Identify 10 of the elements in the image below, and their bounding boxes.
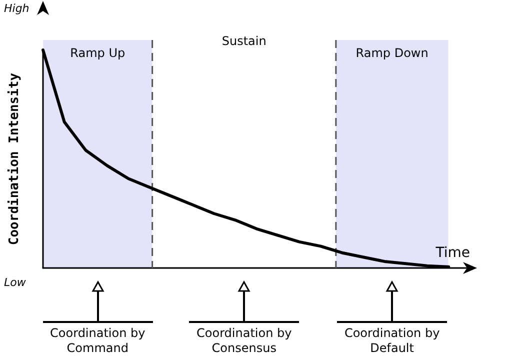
text: Coordination by Consensus bbox=[189, 321, 300, 356]
x-axis-title: Time bbox=[434, 245, 470, 261]
text: Low bbox=[4, 276, 26, 289]
annotation: Ramp Up bbox=[69, 46, 126, 60]
text: High bbox=[4, 2, 30, 15]
y-axis-title: Coordination Intensity bbox=[7, 72, 22, 246]
text: Sustain bbox=[220, 34, 268, 48]
text: Coordination by Default bbox=[337, 321, 448, 356]
annotation: Ramp Down bbox=[354, 46, 430, 60]
text: Coordination by Command bbox=[42, 321, 153, 356]
